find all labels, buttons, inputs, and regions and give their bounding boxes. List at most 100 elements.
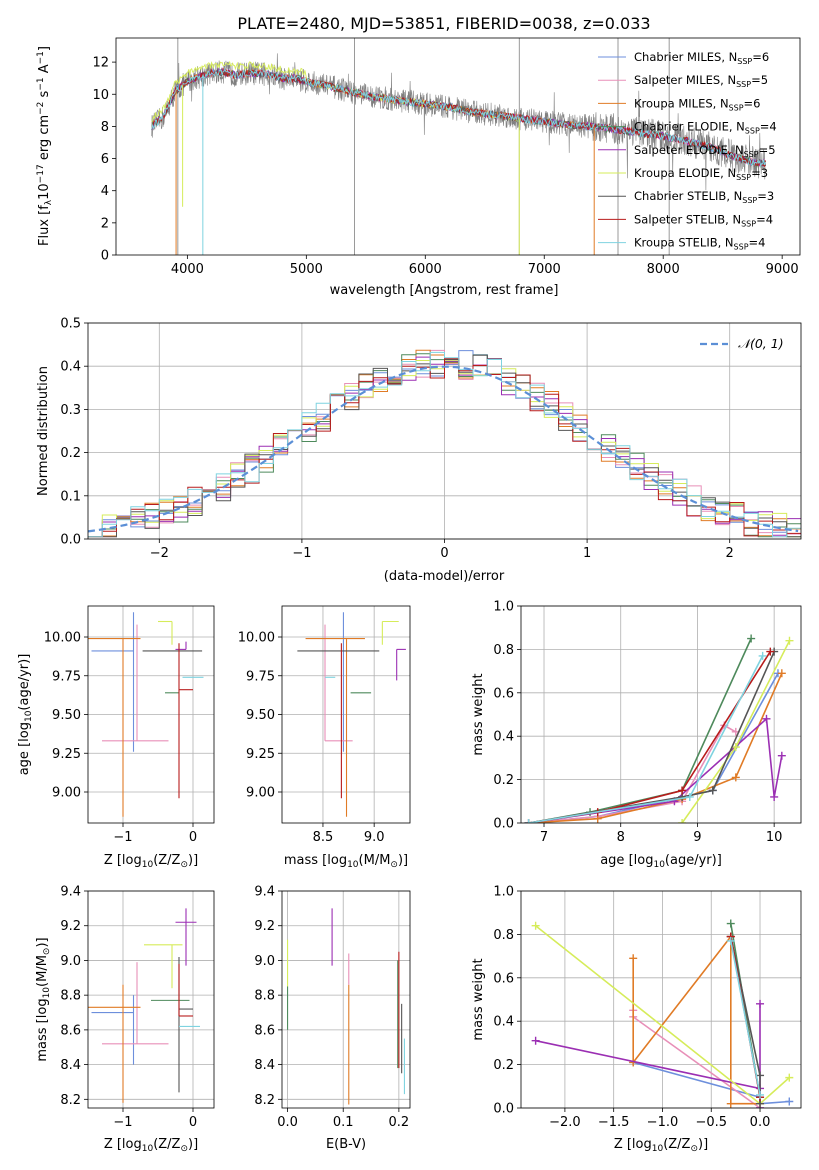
weight-marker-chabrier_miles: [785, 1097, 794, 1106]
label-part: age [log: [600, 853, 653, 868]
y-axis-label: Flux [fλ10−17 erg cm−2 s−1 A−1]: [36, 46, 54, 246]
x-tick-label: −2.0: [549, 1115, 581, 1130]
y-tick-label: 9.0: [60, 954, 81, 969]
weight-line-kroupa_stelib: [528, 655, 764, 823]
x-tick-label: 10: [766, 830, 783, 845]
label-part: =5: [751, 73, 768, 87]
label-part: −1: [36, 77, 46, 90]
y-tick-label: 9.25: [52, 747, 81, 762]
weight-marker-salpeter_elodie: [777, 751, 786, 760]
y-tick-label: 0.0: [60, 533, 81, 548]
weight-marker-kroupa_miles: [629, 954, 638, 963]
weight-line-chabrier_elodie: [528, 638, 752, 823]
axes-frame: [87, 322, 802, 540]
axes-frame: [281, 605, 411, 824]
weight-marker-salpeter_elodie: [770, 792, 779, 801]
legend-label: Kroupa MILES, NSSP=6: [634, 96, 760, 112]
weight-marker-kroupa_elodie: [531, 921, 540, 930]
x-tick-label: −1.5: [598, 1115, 630, 1130]
label-part: (Z/Z: [153, 1137, 180, 1152]
weight-marker-kroupa_miles: [726, 1099, 735, 1108]
legend-label: Salpeter ELODIE, NSSP=5: [634, 143, 776, 159]
x-tick-label: 9: [693, 830, 701, 845]
label-part: 10: [142, 1144, 154, 1154]
y-tick-label: 0.2: [493, 1058, 514, 1073]
x-axis-label: Z [log10(Z/Z⊙)]: [104, 853, 198, 870]
weight-marker-kroupa_elodie: [785, 636, 794, 645]
y-tick-label: 9.25: [246, 747, 275, 762]
label-part: Flux [f: [37, 205, 52, 246]
label-part: −17: [36, 164, 46, 183]
y-axis-label: mass weight: [471, 673, 486, 755]
weight-marker-chabrier_elodie: [726, 919, 735, 928]
label-part: age [log: [17, 722, 32, 775]
weight-marker-salpeter_elodie: [531, 1036, 540, 1045]
label-part: SSP: [734, 243, 749, 252]
y-tick-label: 8.4: [254, 1058, 275, 1073]
label-part: =6: [744, 96, 761, 110]
label-part: Kroupa MILES, N: [634, 96, 729, 110]
y-tick-label: 9.75: [246, 669, 275, 684]
legend-label: 𝒩(0, 1): [738, 336, 784, 351]
label-part: erg cm: [37, 115, 52, 164]
weight-marker-salpeter_elodie: [756, 999, 765, 1008]
y-tick-label: 8.2: [60, 1093, 81, 1108]
label-part: Salpeter ELODIE, N: [634, 143, 744, 157]
label-part: 10: [37, 183, 52, 200]
y-tick-label: 8.6: [254, 1023, 275, 1038]
label-part: Z [log: [614, 1137, 652, 1152]
x-axis-label: mass [log10(M/M⊙)]: [284, 853, 408, 870]
label-part: (M/M: [359, 853, 391, 868]
label-part: Z [log: [104, 853, 142, 868]
label-part: (Z/Z: [663, 1137, 690, 1152]
x-tick-label: 1: [583, 546, 591, 561]
axes-age_vs_mass: 8.5 9.0 9.00 9.25 9.50 9.75 10.00 mass [log10(M…: [238, 605, 411, 870]
axes-frame: [520, 890, 802, 1109]
y-tick-label: 12: [92, 56, 109, 71]
axes-frame: [520, 605, 802, 824]
label-part: =3: [757, 189, 774, 203]
weight-marker-kroupa_elodie: [785, 1073, 794, 1082]
label-part: (age/yr)]: [665, 853, 722, 868]
label-part: (Z/Z: [153, 853, 180, 868]
label-part: )]: [188, 1137, 198, 1152]
y-tick-label: 9.0: [254, 954, 275, 969]
label-part: −1: [36, 51, 46, 64]
y-tick-label: 8: [101, 120, 109, 135]
y-axis-label: Normed distribution: [36, 366, 51, 496]
y-tick-label: 9.2: [254, 919, 275, 934]
weight-marker-kroupa_stelib: [758, 651, 767, 660]
axes-frame: [87, 890, 215, 1109]
label-part: Z [log: [104, 1137, 142, 1152]
y-tick-label: 0.4: [493, 730, 514, 745]
y-tick-label: 0.8: [493, 928, 514, 943]
y-tick-label: 0.4: [493, 1015, 514, 1030]
label-part: Kroupa ELODIE, N: [634, 166, 736, 180]
x-tick-label: 0.1: [333, 1115, 354, 1130]
spectrum-data-line: [151, 53, 766, 191]
plot-area: [88, 612, 204, 817]
label-part: SSP: [742, 196, 757, 205]
weight-marker-kroupa_elodie: [678, 819, 687, 823]
weight-line-kroupa_stelib: [730, 940, 761, 1096]
x-axis-label: E(B-V): [326, 1137, 366, 1152]
y-tick-label: 10: [92, 88, 109, 103]
label-part: Chabrier MILES, N: [634, 50, 737, 64]
x-tick-label: −0.5: [695, 1115, 727, 1130]
label-part: −2: [36, 102, 46, 115]
x-axis-label: (data-model)/error: [384, 569, 505, 584]
y-tick-label: 9.50: [246, 708, 275, 723]
weight-marker-kroupa_elodie: [731, 743, 740, 752]
x-tick-label: −2: [150, 546, 169, 561]
plot-area: [151, 38, 766, 255]
weight-marker-chabrier_elodie: [747, 634, 756, 643]
weight-marker-kroupa_stelib: [685, 792, 694, 801]
y-tick-label: 9.75: [52, 669, 81, 684]
x-tick-label: 9000: [766, 262, 799, 277]
label-part: =5: [759, 143, 776, 157]
legend-label: Chabrier STELIB, NSSP=3: [634, 189, 774, 205]
label-part: (M/M: [35, 955, 50, 987]
axes-mass_vs_Z: −1 08.28.48.68.89.09.29.4Z [log10(Z/Z⊙)]m…: [35, 885, 215, 1154]
label-part: SSP: [745, 127, 760, 136]
